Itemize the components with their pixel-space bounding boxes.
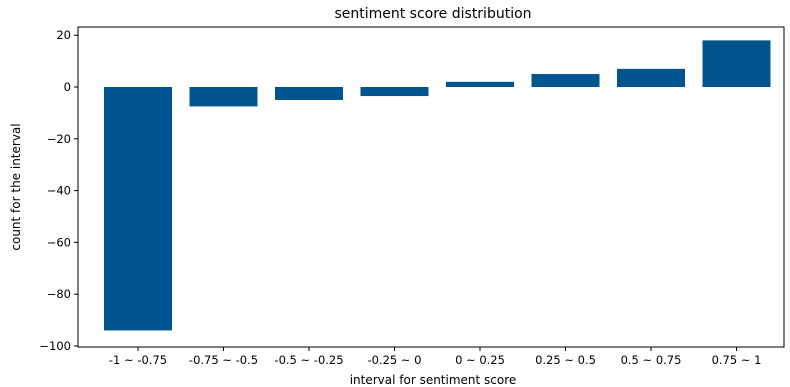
x-tick-label: -0.75 ~ -0.5 bbox=[189, 353, 258, 367]
x-axis: -1 ~ -0.75 -0.75 ~ -0.5 -0.5 ~ -0.25 -0.25 … bbox=[109, 347, 762, 367]
plot-frame bbox=[77, 26, 785, 348]
x-tick-label: -0.25 ~ 0 bbox=[367, 353, 421, 367]
bar-1 bbox=[189, 87, 258, 107]
bar-2 bbox=[275, 87, 343, 100]
x-tick-label: -0.5 ~ -0.25 bbox=[274, 353, 343, 367]
y-tick-label: 0 bbox=[64, 80, 71, 94]
x-tick-label: -1 ~ -0.75 bbox=[109, 353, 167, 367]
x-tick-label: 0 ~ 0.25 bbox=[455, 353, 505, 367]
bar-0 bbox=[104, 87, 172, 331]
bar-5 bbox=[531, 74, 600, 87]
x-tick-label: 0.25 ~ 0.5 bbox=[535, 353, 596, 367]
y-axis: 20 0 −20 −40 −60 −80 −100 bbox=[39, 28, 78, 353]
bar-4 bbox=[446, 81, 514, 87]
bar-6 bbox=[617, 68, 685, 87]
y-tick-label: 20 bbox=[56, 28, 71, 42]
y-tick-label: −40 bbox=[47, 184, 71, 198]
y-tick-label: −100 bbox=[39, 339, 71, 353]
bars bbox=[104, 40, 771, 331]
y-tick-label: −60 bbox=[47, 235, 71, 249]
y-tick-label: −20 bbox=[47, 132, 71, 146]
bar-3 bbox=[360, 87, 429, 97]
x-tick-label: 0.75 ~ 1 bbox=[712, 353, 762, 367]
x-axis-label: interval for sentiment score bbox=[350, 373, 517, 387]
y-tick-label: −80 bbox=[47, 287, 71, 301]
y-axis-label: count for the interval bbox=[9, 123, 23, 250]
chart-title: sentiment score distribution bbox=[334, 6, 531, 22]
x-tick-label: 0.5 ~ 0.75 bbox=[621, 353, 682, 367]
bar-7 bbox=[702, 40, 771, 87]
